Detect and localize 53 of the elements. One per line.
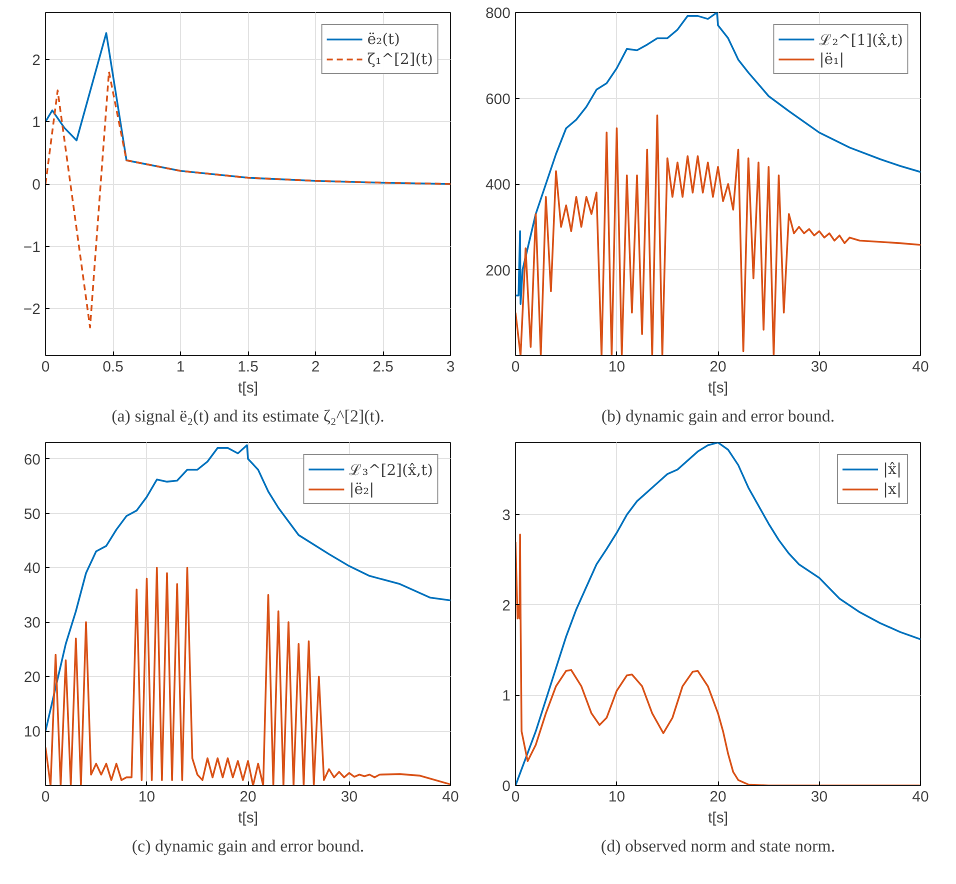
y-tick-label: 0 (502, 778, 510, 795)
x-tick-label: 40 (912, 788, 929, 806)
x-tick-label: 20 (240, 788, 256, 806)
text: (a) signal ë₂(t) and its estimate ζ₂^[2](t). (112, 406, 384, 426)
x-tick-label: 10 (138, 788, 156, 806)
legend-label: ë₂(t) (367, 30, 400, 48)
x-axis-title: t[s] (238, 380, 258, 396)
legend-label: |ë₁| (819, 50, 844, 68)
legend-label: |x̂| (883, 460, 903, 478)
y-tick-label: 60 (24, 451, 41, 468)
x-tick-label: 1.5 (238, 358, 258, 376)
y-tick-label: 40 (24, 560, 41, 578)
x-tick-label: 2 (311, 358, 320, 376)
y-tick-label: 50 (24, 506, 41, 523)
legend-label: |ë₂| (349, 480, 374, 498)
y-tick-label: 200 (485, 262, 511, 280)
y-tick-label: −2 (23, 301, 41, 318)
x-tick-label: 30 (340, 788, 358, 806)
y-tick-label: 400 (485, 176, 511, 194)
x-axis-title: t[s] (708, 810, 728, 826)
text: (d) observed norm and state norm. (600, 836, 836, 856)
x-tick-label: 1 (176, 358, 185, 376)
x-tick-label: 20 (710, 358, 726, 376)
y-tick-label: 20 (24, 669, 41, 686)
legend-label: |x| (883, 480, 903, 498)
y-tick-label: 600 (485, 90, 511, 108)
y-tick-label: 1 (502, 688, 510, 705)
y-tick-label: 2 (502, 597, 510, 614)
y-tick-label: 2 (32, 52, 40, 69)
x-tick-label: 0.5 (102, 358, 124, 376)
text: (b) dynamic gain and error bound. (601, 406, 835, 426)
y-tick-label: 800 (485, 5, 511, 22)
y-tick-label: 0 (32, 176, 40, 194)
y-tick-label: 30 (24, 614, 41, 632)
x-tick-label: 30 (810, 358, 828, 376)
y-tick-label: 3 (502, 507, 510, 524)
y-tick-label: −1 (23, 238, 41, 256)
y-tick-label: 10 (24, 724, 41, 741)
x-axis-title: t[s] (238, 810, 258, 826)
legend-label: ζ₁^[2](t) (367, 50, 433, 68)
x-tick-label: 3 (446, 358, 455, 376)
legend-label: ℒ₂^[1](x̂,t) (819, 30, 903, 49)
x-tick-label: 10 (608, 358, 626, 376)
x-tick-label: 20 (710, 788, 726, 806)
x-tick-label: 30 (810, 788, 828, 806)
x-axis-title: t[s] (708, 380, 728, 396)
y-tick-label: 1 (32, 114, 40, 132)
text: (c) dynamic gain and error bound. (132, 836, 364, 856)
legend-label: ℒ₃^[2](x̂,t) (349, 460, 433, 479)
x-tick-label: 10 (608, 788, 626, 806)
x-tick-label: 40 (442, 788, 459, 806)
x-tick-label: 40 (912, 358, 929, 376)
x-tick-label: 2.5 (372, 358, 394, 376)
